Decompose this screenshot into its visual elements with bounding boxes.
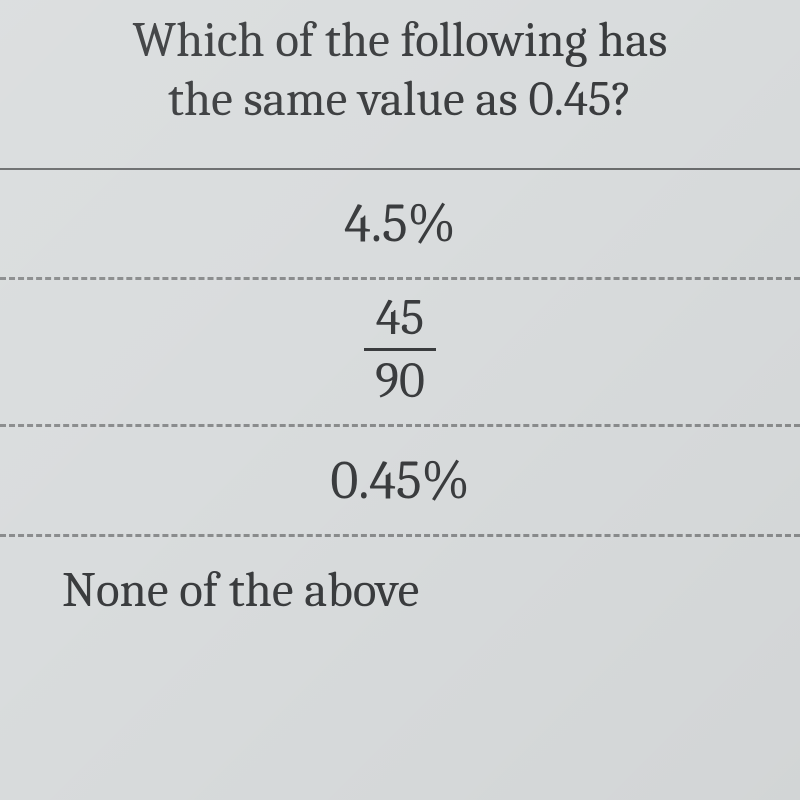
question-line-2: the same value as 0.45? bbox=[40, 71, 760, 130]
question-line-1: Which of the following has bbox=[40, 12, 760, 71]
answer-option[interactable]: 4.5% bbox=[0, 170, 800, 277]
answer-option[interactable]: 45 90 bbox=[0, 280, 800, 424]
answer-option[interactable]: None of the above bbox=[0, 537, 800, 619]
question-prompt: Which of the following has the same valu… bbox=[0, 0, 800, 168]
answer-text: None of the above bbox=[62, 563, 419, 619]
answer-option[interactable]: 0.45% bbox=[0, 427, 800, 534]
fraction: 45 90 bbox=[364, 292, 436, 408]
answer-text: 0.45% bbox=[330, 449, 469, 512]
fraction-denominator: 90 bbox=[364, 351, 436, 408]
answer-text: 4.5% bbox=[344, 192, 455, 255]
fraction-numerator: 45 bbox=[364, 292, 436, 349]
